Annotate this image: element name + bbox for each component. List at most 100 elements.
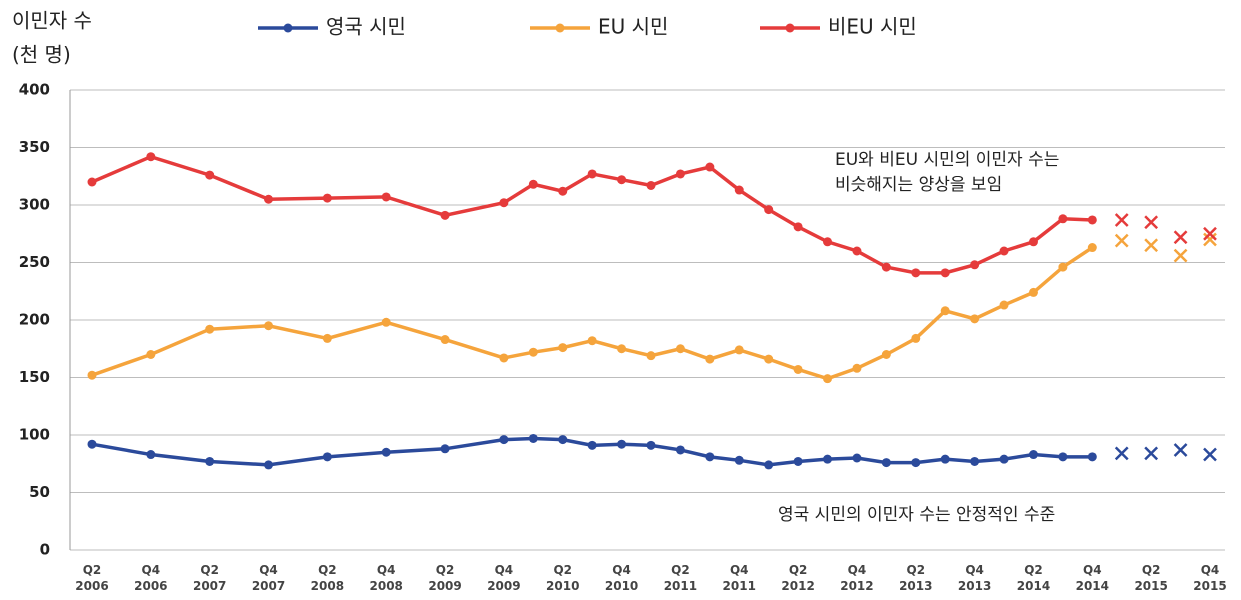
y-tick-label: 250: [19, 253, 50, 271]
data-point: [1028, 287, 1038, 297]
data-point: [87, 177, 97, 187]
forecast-point: [1173, 248, 1188, 263]
data-point: [440, 210, 450, 220]
data-point: [1087, 215, 1097, 225]
data-point: [587, 169, 597, 179]
y-tick-label: 300: [19, 196, 50, 214]
data-point: [499, 198, 509, 208]
data-point: [675, 445, 685, 455]
y-tick-label: 200: [19, 311, 50, 329]
data-point: [322, 193, 332, 203]
data-point: [999, 246, 1009, 256]
data-point: [852, 363, 862, 373]
forecast-point: [1114, 233, 1129, 248]
y-tick-label: 0: [40, 541, 50, 559]
x-tick-label: Q2 2008: [310, 563, 345, 593]
y-axis-label: (천 명): [12, 43, 71, 67]
data-point: [823, 374, 833, 384]
data-point: [617, 439, 627, 449]
forecast-point: [1144, 446, 1159, 461]
data-point: [205, 324, 215, 334]
data-point: [793, 222, 803, 232]
data-point: [881, 262, 891, 272]
x-tick-label: Q2 2013: [899, 563, 933, 593]
data-point: [675, 169, 685, 179]
data-point: [940, 306, 950, 316]
forecast-point: [1203, 226, 1217, 241]
y-tick-label: 150: [19, 368, 50, 386]
forecast-point: [1173, 230, 1188, 245]
x-tick-label: Q4 2012: [840, 563, 874, 593]
data-point: [734, 455, 744, 465]
data-point: [793, 364, 803, 374]
x-tick-label: Q4 2011: [722, 563, 756, 593]
data-point: [499, 435, 509, 445]
data-point: [87, 439, 97, 449]
x-tick-label: Q2 2006: [75, 563, 109, 593]
data-point: [911, 268, 921, 278]
data-point: [1058, 262, 1068, 272]
x-tick-label: Q4 2007: [251, 563, 286, 593]
forecast-point: [1144, 215, 1159, 230]
x-tick-label: Q2 2010: [546, 563, 580, 593]
data-point: [764, 354, 774, 364]
x-tick-label: Q4 2006: [134, 563, 168, 593]
legend-marker: [555, 23, 565, 33]
data-point: [528, 433, 538, 443]
x-tick-label: Q4 2015: [1193, 563, 1227, 593]
data-point: [146, 350, 156, 359]
data-point: [999, 300, 1009, 310]
data-point: [381, 192, 391, 202]
data-point: [264, 460, 274, 470]
series-line: [91, 154, 1093, 275]
data-point: [970, 314, 980, 324]
annotation: 영국 시민의 이민자 수는 안정적인 수준: [778, 505, 1055, 525]
data-point: [970, 260, 980, 270]
data-point: [940, 454, 950, 464]
forecast-point: [1144, 238, 1159, 253]
data-point: [1028, 450, 1038, 460]
y-tick-label: 350: [19, 138, 50, 156]
data-point: [705, 354, 715, 364]
data-point: [1028, 237, 1038, 247]
data-point: [558, 343, 568, 353]
data-point: [911, 458, 921, 468]
data-point: [1087, 243, 1097, 253]
data-point: [881, 350, 891, 359]
series-line: [91, 246, 1094, 381]
forecast-point: [1203, 232, 1217, 247]
data-point: [852, 246, 862, 256]
data-point: [646, 351, 656, 361]
data-point: [205, 456, 215, 466]
x-tick-label: Q2 2014: [1016, 563, 1051, 593]
legend-label: 영국 시민: [326, 15, 406, 39]
data-point: [881, 458, 891, 468]
y-tick-label: 50: [29, 483, 50, 501]
legend-label: EU 시민: [598, 15, 668, 39]
data-point: [970, 456, 980, 466]
data-point: [87, 370, 97, 380]
forecast-point: [1114, 446, 1129, 461]
y-tick-label: 400: [19, 81, 50, 99]
data-point: [852, 453, 862, 463]
data-point: [558, 186, 568, 196]
x-tick-label: Q2 2015: [1134, 563, 1168, 593]
data-point: [264, 321, 274, 331]
data-point: [146, 152, 156, 162]
data-point: [999, 454, 1009, 464]
forecast-point: [1203, 447, 1217, 462]
x-tick-label: Q4 2013: [957, 563, 992, 593]
x-tick-label: Q4 2009: [487, 563, 521, 593]
data-point: [587, 440, 597, 450]
legend-marker: [283, 23, 293, 33]
data-point: [675, 344, 685, 354]
data-point: [1058, 214, 1068, 224]
legend-label: 비EU 시민: [828, 15, 917, 39]
data-point: [587, 336, 597, 346]
data-point: [499, 353, 509, 363]
data-point: [1087, 452, 1097, 462]
data-point: [793, 456, 803, 466]
data-point: [940, 268, 950, 278]
